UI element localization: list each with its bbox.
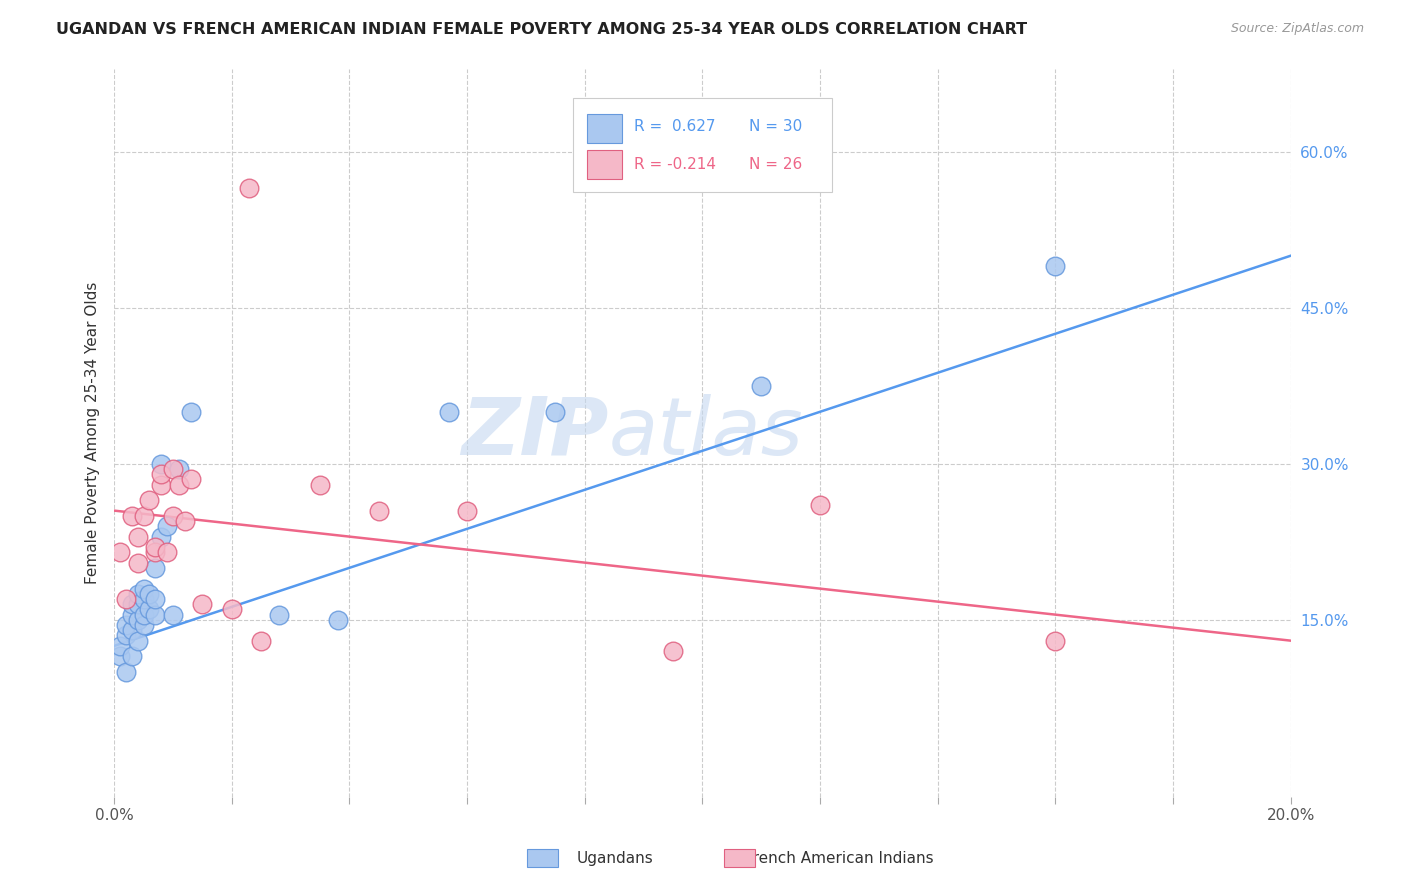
Point <box>456 503 478 517</box>
Point <box>121 508 143 523</box>
FancyBboxPatch shape <box>574 97 832 193</box>
Text: atlas: atlas <box>609 393 803 472</box>
Point <box>180 405 202 419</box>
Point <box>132 592 155 607</box>
Point <box>145 561 167 575</box>
Point <box>544 405 567 419</box>
Point <box>238 181 260 195</box>
Bar <box>588 113 623 143</box>
Point <box>367 503 389 517</box>
Point <box>439 405 461 419</box>
Point <box>145 540 167 554</box>
Point <box>150 457 173 471</box>
Text: French American Indians: French American Indians <box>745 851 934 865</box>
Point <box>127 587 149 601</box>
Text: R = -0.214: R = -0.214 <box>634 157 716 172</box>
Point <box>309 477 332 491</box>
Point <box>121 624 143 638</box>
Point <box>115 618 138 632</box>
Point <box>127 597 149 611</box>
Point <box>145 607 167 622</box>
Point <box>132 607 155 622</box>
Point <box>108 649 131 664</box>
Point <box>162 508 184 523</box>
Point <box>121 649 143 664</box>
Point <box>145 592 167 607</box>
Point <box>191 597 214 611</box>
Point <box>167 462 190 476</box>
Point <box>121 607 143 622</box>
Y-axis label: Female Poverty Among 25-34 Year Olds: Female Poverty Among 25-34 Year Olds <box>86 281 100 583</box>
Point <box>121 597 143 611</box>
Point <box>808 499 831 513</box>
Text: N = 26: N = 26 <box>749 157 803 172</box>
Point <box>115 592 138 607</box>
Point <box>267 607 290 622</box>
Point <box>180 472 202 486</box>
Point <box>108 545 131 559</box>
Point <box>1045 633 1067 648</box>
Point <box>115 665 138 679</box>
Point <box>150 530 173 544</box>
Text: UGANDAN VS FRENCH AMERICAN INDIAN FEMALE POVERTY AMONG 25-34 YEAR OLDS CORRELATI: UGANDAN VS FRENCH AMERICAN INDIAN FEMALE… <box>56 22 1028 37</box>
Text: Ugandans: Ugandans <box>576 851 654 865</box>
Point <box>127 633 149 648</box>
Point <box>138 587 160 601</box>
Bar <box>588 150 623 179</box>
Point <box>1045 259 1067 273</box>
Point <box>132 508 155 523</box>
Point <box>115 628 138 642</box>
Point <box>662 644 685 658</box>
Point <box>156 545 179 559</box>
Point <box>132 582 155 596</box>
Point <box>250 633 273 648</box>
Text: ZIP: ZIP <box>461 393 609 472</box>
Point <box>132 618 155 632</box>
Point <box>173 514 195 528</box>
Point <box>150 477 173 491</box>
Point <box>145 545 167 559</box>
Point <box>167 477 190 491</box>
Point <box>127 613 149 627</box>
Point <box>156 519 179 533</box>
Point <box>221 602 243 616</box>
Point <box>162 607 184 622</box>
Text: Source: ZipAtlas.com: Source: ZipAtlas.com <box>1230 22 1364 36</box>
Point <box>127 556 149 570</box>
Point <box>150 467 173 482</box>
Point <box>127 530 149 544</box>
Point <box>326 613 349 627</box>
Text: R =  0.627: R = 0.627 <box>634 120 716 135</box>
Point <box>749 378 772 392</box>
Point <box>108 639 131 653</box>
Point <box>138 602 160 616</box>
Point <box>162 462 184 476</box>
Point <box>138 493 160 508</box>
Text: N = 30: N = 30 <box>749 120 803 135</box>
